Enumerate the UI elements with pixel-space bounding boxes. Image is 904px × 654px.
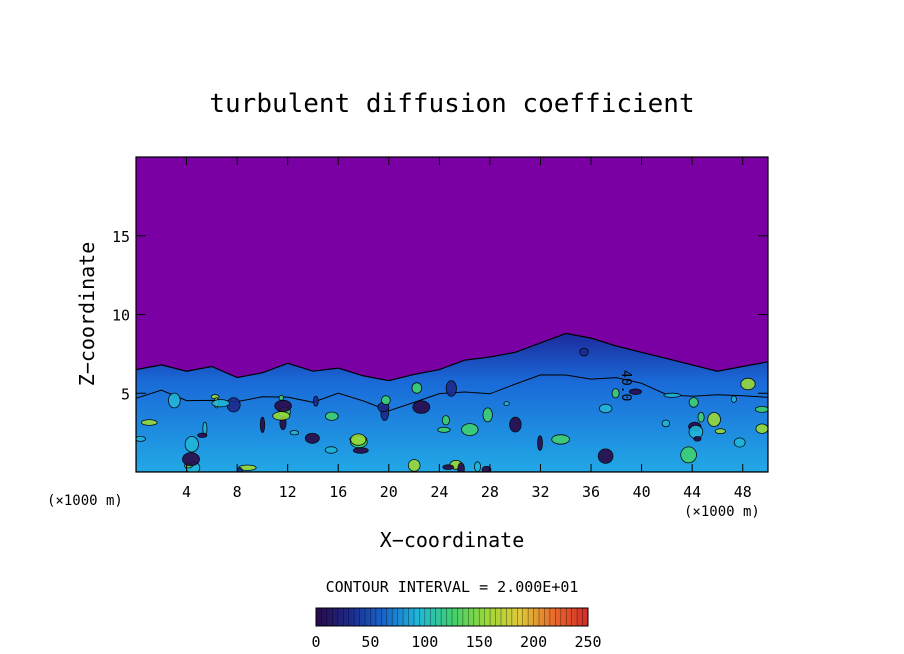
contour-blob bbox=[182, 452, 200, 467]
contour-blob bbox=[481, 465, 492, 472]
contour-blob bbox=[324, 446, 338, 454]
colorbar-tick-label: 0 bbox=[311, 633, 320, 651]
contour-blob bbox=[551, 434, 570, 445]
contour-blob bbox=[663, 392, 681, 398]
contour-blob bbox=[740, 377, 756, 391]
y-tick-label: 10 bbox=[112, 307, 130, 325]
colorbar-stripes bbox=[321, 608, 583, 626]
contour-blob bbox=[445, 380, 457, 397]
contour-blob bbox=[278, 394, 284, 401]
x-tick-label: 4 bbox=[182, 483, 191, 501]
x-tick-label: 24 bbox=[430, 483, 448, 501]
contour-blob bbox=[312, 395, 319, 407]
turbulent-region bbox=[136, 332, 768, 472]
x-tick-label: 12 bbox=[279, 483, 297, 501]
contour-label: 40.0 bbox=[618, 370, 633, 401]
x-unit-left: (×1000 m) bbox=[47, 493, 123, 509]
contour-blob bbox=[461, 423, 479, 437]
contour-blob bbox=[411, 382, 423, 394]
contour-blob bbox=[661, 419, 671, 428]
contour-blob bbox=[714, 428, 726, 435]
contour-blob bbox=[350, 433, 367, 446]
colorbar-tick-label: 100 bbox=[411, 633, 438, 651]
x-tick-label: 36 bbox=[582, 483, 600, 501]
contour-blob bbox=[754, 406, 768, 413]
contour-blob bbox=[693, 436, 702, 442]
y-axis-ticks: 5 10 15 bbox=[112, 228, 768, 403]
x-tick-label: 16 bbox=[329, 483, 347, 501]
x-tick-label: 40 bbox=[633, 483, 651, 501]
contour-blob bbox=[688, 397, 699, 408]
x-axis-label: X−coordinate bbox=[380, 528, 525, 552]
contour-blob bbox=[457, 462, 465, 472]
contour-blob bbox=[733, 437, 746, 448]
x-tick-label: 8 bbox=[233, 483, 242, 501]
contour-blob bbox=[730, 395, 737, 403]
colorbar-tick-label: 250 bbox=[574, 633, 601, 651]
colorbar-tick-label: 200 bbox=[520, 633, 547, 651]
x-tick-label: 32 bbox=[531, 483, 549, 501]
contour-blob bbox=[597, 448, 614, 464]
contour-blob bbox=[141, 419, 158, 426]
contour-blob bbox=[442, 464, 455, 471]
contour-blob bbox=[211, 399, 230, 408]
contour-blob bbox=[755, 423, 768, 434]
contour-blob bbox=[136, 436, 146, 442]
x-axis-ticks: 4 8 12 16 20 24 28 32 36 40 44 48 bbox=[182, 157, 752, 501]
contour-blob bbox=[599, 403, 613, 414]
x-tick-label: 20 bbox=[380, 483, 398, 501]
contour-blob bbox=[381, 395, 391, 406]
y-tick-label: 15 bbox=[112, 228, 130, 246]
contour-blob bbox=[482, 407, 493, 423]
contour-blob bbox=[352, 447, 369, 454]
contour-blob bbox=[184, 436, 199, 453]
contour-blob bbox=[537, 435, 543, 451]
colorbar-tick-label: 150 bbox=[466, 633, 493, 651]
contour-blob bbox=[259, 416, 266, 434]
contour-blob bbox=[272, 411, 291, 421]
contour-blob bbox=[628, 388, 642, 395]
contour-blob bbox=[707, 412, 721, 427]
contour-blob bbox=[304, 432, 320, 444]
contour-blob bbox=[168, 392, 181, 409]
turbulence-field bbox=[136, 332, 768, 472]
contour-blob bbox=[441, 415, 450, 426]
y-tick-label: 5 bbox=[121, 385, 130, 403]
contour-blob bbox=[474, 461, 481, 472]
contour-blob bbox=[197, 432, 208, 438]
x-unit-right: (×1000 m) bbox=[684, 504, 760, 520]
colorbar-tick-label: 50 bbox=[361, 633, 379, 651]
contour-blob bbox=[509, 416, 522, 433]
contour-blob bbox=[407, 459, 421, 472]
x-tick-label: 48 bbox=[734, 483, 752, 501]
y-axis-label: Z−coordinate bbox=[75, 242, 99, 387]
contour-blob bbox=[503, 401, 510, 407]
contour-blob bbox=[611, 388, 620, 399]
contour-blob bbox=[324, 411, 339, 421]
contour-blob bbox=[274, 399, 292, 412]
chart-title: turbulent diffusion coefficient bbox=[209, 89, 694, 119]
contour-blob bbox=[697, 411, 705, 423]
x-tick-label: 44 bbox=[683, 483, 701, 501]
x-tick-label: 28 bbox=[481, 483, 499, 501]
contour-blob bbox=[680, 446, 697, 464]
contour-interval-text: CONTOUR INTERVAL = 2.000E+01 bbox=[326, 578, 579, 596]
contour-blob bbox=[412, 400, 431, 414]
contour-blob bbox=[579, 347, 589, 357]
contour-blob bbox=[437, 426, 451, 433]
contour-blob bbox=[289, 430, 300, 436]
colorbar-ticks: 0 50 100 150 200 250 bbox=[311, 633, 601, 651]
contour-blobs bbox=[136, 347, 768, 472]
